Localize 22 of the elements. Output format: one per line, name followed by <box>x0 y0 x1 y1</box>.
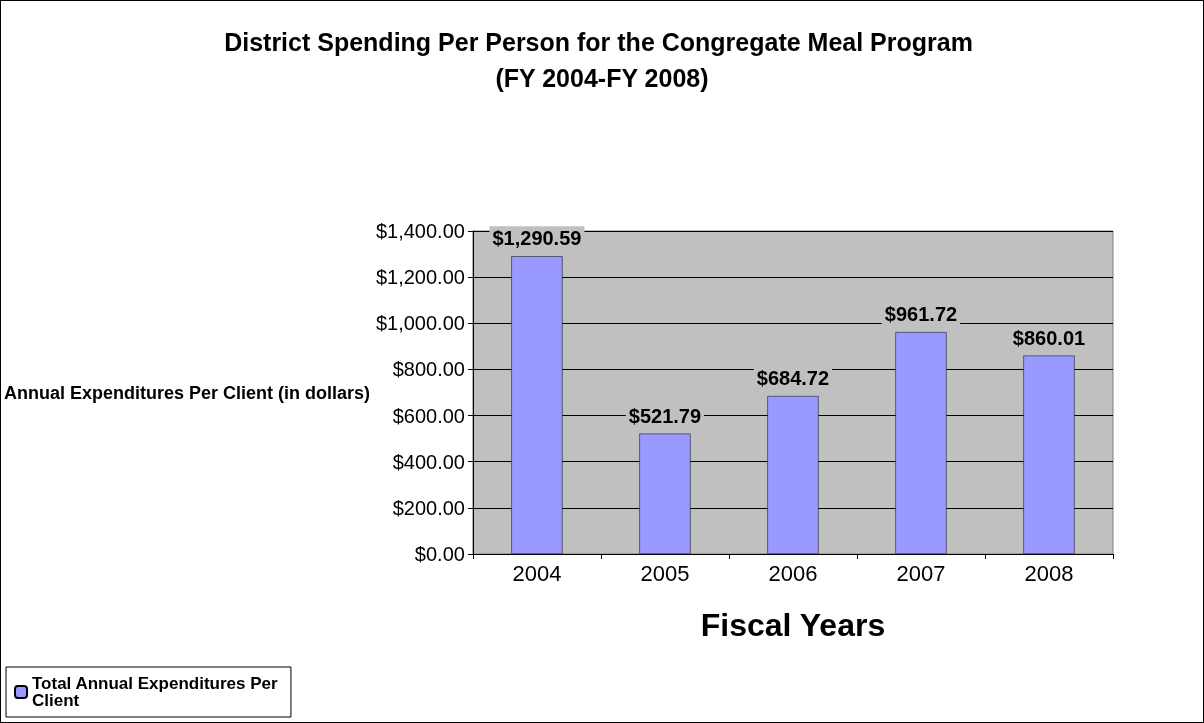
y-tick-label: $200.00 <box>392 496 465 519</box>
x-tick-label: 2006 <box>768 560 818 586</box>
y-tick-label: $400.00 <box>392 450 465 473</box>
legend-label: Total Annual Expenditures Per Client <box>32 674 283 710</box>
x-tick-label: 2008 <box>1024 560 1074 586</box>
data-label: $860.01 <box>1012 326 1086 349</box>
data-label: $521.79 <box>628 404 702 427</box>
chart-title: District Spending Per Person for the Congregate Meal Program (FY 2004-FY 2008) <box>224 28 980 92</box>
data-label: $1,290.59 <box>492 227 582 250</box>
x-axis-title: Fiscal Years <box>700 607 886 643</box>
y-tick-label: $1,200.00 <box>375 266 465 289</box>
x-tick-label: 2005 <box>640 560 690 586</box>
x-tick-label: 2004 <box>512 560 562 586</box>
y-tick-label: $0.00 <box>414 543 465 565</box>
data-label: $684.72 <box>756 367 830 390</box>
y-tick-label: $1,400.00 <box>375 220 465 242</box>
data-label: $961.72 <box>884 303 958 326</box>
y-tick-label: $800.00 <box>392 358 465 381</box>
y-tick-label: $600.00 <box>392 404 465 427</box>
x-tick-label: 2007 <box>896 560 946 586</box>
y-tick-label: $1,000.00 <box>375 312 465 335</box>
y-axis-title: Annual Expenditures Per Client (in dollars) <box>4 382 371 403</box>
